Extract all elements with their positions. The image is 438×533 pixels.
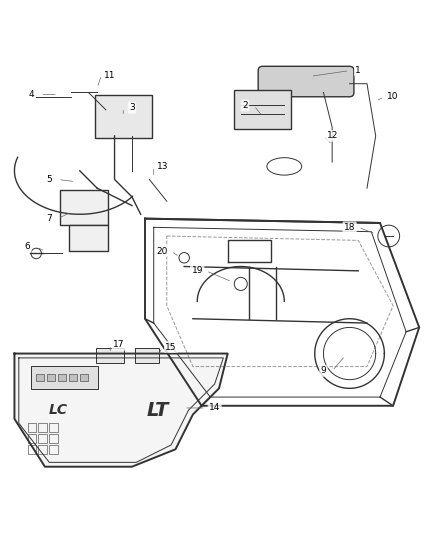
FancyBboxPatch shape <box>135 349 159 363</box>
Bar <box>39 423 47 432</box>
Text: 11: 11 <box>104 70 116 79</box>
Text: 10: 10 <box>387 92 399 101</box>
Text: 13: 13 <box>157 162 168 171</box>
FancyBboxPatch shape <box>31 366 98 389</box>
FancyBboxPatch shape <box>258 66 354 97</box>
Text: LT: LT <box>147 401 169 419</box>
FancyBboxPatch shape <box>69 225 108 251</box>
Bar <box>28 423 36 432</box>
Text: 15: 15 <box>166 343 177 352</box>
Bar <box>49 423 58 432</box>
Bar <box>28 434 36 443</box>
FancyBboxPatch shape <box>234 90 291 130</box>
Text: 2: 2 <box>242 101 248 110</box>
Bar <box>49 445 58 454</box>
Text: 18: 18 <box>344 223 355 232</box>
Text: 5: 5 <box>46 175 52 184</box>
Text: LC: LC <box>49 403 67 417</box>
Bar <box>69 374 77 381</box>
FancyBboxPatch shape <box>60 190 108 225</box>
Bar <box>49 434 58 443</box>
Text: 19: 19 <box>191 266 203 276</box>
Bar <box>28 445 36 454</box>
Bar <box>36 374 44 381</box>
Bar <box>47 374 55 381</box>
Bar <box>80 374 88 381</box>
Bar <box>39 445 47 454</box>
Text: 9: 9 <box>321 367 326 375</box>
Bar <box>58 374 66 381</box>
Text: 12: 12 <box>326 132 338 140</box>
Text: 14: 14 <box>209 403 220 413</box>
Text: 3: 3 <box>129 103 135 112</box>
Text: 6: 6 <box>25 243 30 252</box>
FancyBboxPatch shape <box>96 349 124 363</box>
Text: 1: 1 <box>355 66 361 75</box>
Text: 4: 4 <box>29 90 35 99</box>
FancyBboxPatch shape <box>95 94 152 138</box>
Text: 17: 17 <box>113 341 125 349</box>
Text: 20: 20 <box>157 247 168 256</box>
Bar <box>39 434 47 443</box>
Polygon shape <box>14 353 228 467</box>
Text: 7: 7 <box>46 214 52 223</box>
